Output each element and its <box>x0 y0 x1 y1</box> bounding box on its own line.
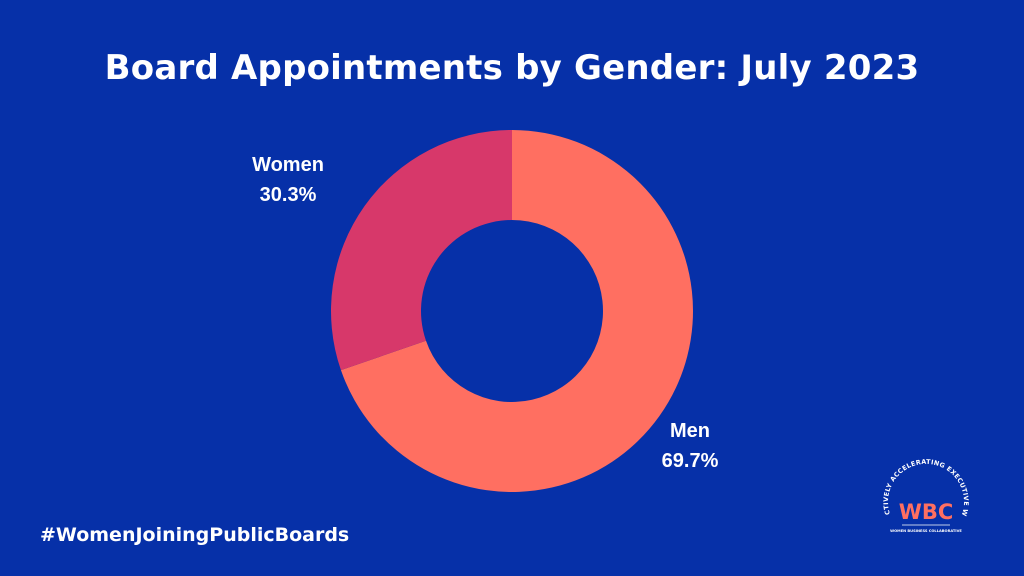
wbc-logo: COLLECTIVELY ACCELERATING EXECUTIVE WOME… <box>872 452 970 533</box>
label-women-percent: 30.3% <box>259 184 317 206</box>
label-men-name: Men <box>670 420 710 442</box>
logo-subtitle: WOMEN BUSINESS COLLABORATIVE <box>890 529 962 533</box>
label-men: Men 69.7% <box>650 416 730 476</box>
hashtag: #WomenJoiningPublicBoards <box>40 524 350 546</box>
chart-title: Board Appointments by Gender: July 2023 <box>104 48 920 88</box>
label-women-name: Women <box>252 154 324 176</box>
label-women: Women 30.3% <box>248 150 328 210</box>
slice-men <box>340 130 693 492</box>
logo-initials: WBC <box>899 500 954 524</box>
label-men-percent: 69.7% <box>661 450 719 472</box>
slice-women <box>330 130 512 371</box>
